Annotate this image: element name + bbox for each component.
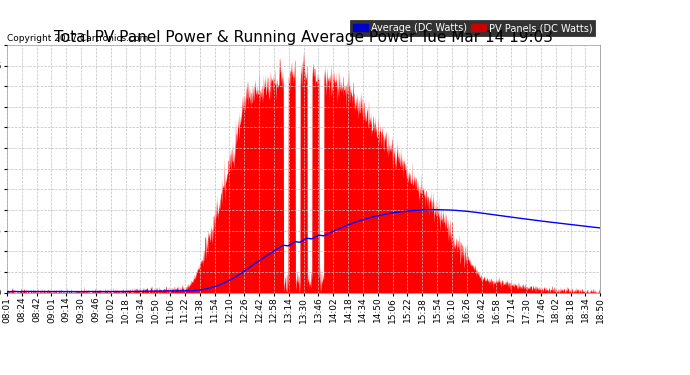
- Title: Total PV Panel Power & Running Average Power Tue Mar 14 19:03: Total PV Panel Power & Running Average P…: [54, 30, 553, 45]
- Text: Copyright 2017 Cartronics.com: Copyright 2017 Cartronics.com: [7, 33, 148, 42]
- Legend: Average (DC Watts), PV Panels (DC Watts): Average (DC Watts), PV Panels (DC Watts): [350, 20, 595, 36]
